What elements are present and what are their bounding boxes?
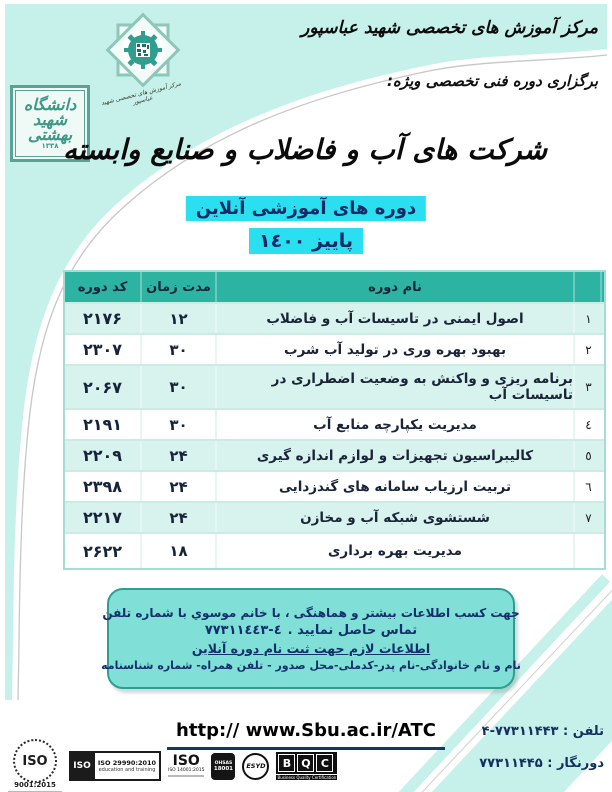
bqc-letter-q: Q (297, 754, 315, 772)
course-duration: ۲۴ (142, 441, 217, 470)
main-title: شرکت های آب و فاضلاب و صنایع وابسته (62, 133, 548, 166)
course-table: کد دوره مدت زمان نام دوره ۲۱۷۶ ۱۲ اصول ا… (63, 270, 606, 570)
course-code: ۲۱۷۶ (65, 304, 142, 333)
course-rownum: ۷ (585, 510, 592, 525)
course-rownum: ۱ (585, 311, 592, 326)
table-row: ۲۲۱۷ ۲۴ شستشوی شبکه آب و مخازن ۷ (65, 501, 604, 532)
contact-info-box: جهت کسب اطلاعات بیشتر و هماهنگی ، با خان… (101, 588, 521, 689)
corner-stripes (398, 574, 612, 792)
course-name: کالیبراسیون تجهیزات و لوازم اندازه گیری (217, 441, 575, 470)
course-rownum: ۳ (585, 380, 592, 394)
sub-title: برگزاری دوره فنی تخصصی ویژه: (386, 72, 598, 90)
website-url: http:// www.Sbu.ac.ir/ATC (176, 720, 436, 741)
bqc-letter-b: B (278, 754, 296, 772)
table-header-row: کد دوره مدت زمان نام دوره (65, 272, 604, 302)
iso-14001-caption: ISO 14001:2015 (168, 768, 205, 773)
seal-year: ۱۳۳۸ (41, 142, 59, 150)
course-code: ۲۲۰۹ (65, 441, 142, 470)
seal-line1: دانشگاه (23, 95, 77, 114)
phone-number: ۷۷۳۱۱۴۴۳-۴ (481, 724, 559, 739)
iso-29990-badge-icon: ISO (69, 751, 95, 781)
course-code: ۲۲۱۷ (65, 503, 142, 532)
course-name: برنامه ریزی و واکنش به وضعیت اضطراری در … (217, 366, 575, 408)
contact-line4: نام و نام خانوادگی-نام پدر-کدملی-محل صدو… (101, 658, 521, 672)
logo-serial-smudge (168, 775, 205, 777)
table-row: ۲۰۶۷ ۳۰ برنامه ریزی و واکنش به وضعیت اضط… (65, 364, 604, 408)
course-code: ۲۶۲۲ (65, 534, 142, 568)
header-name: نام دوره (217, 272, 575, 302)
course-name: مدیریت بهره برداری (217, 534, 575, 568)
contact-phone-number: ۷۷۳۱۱٤٤۳-٤ (204, 622, 282, 638)
ohsas-line1: OHSAS (214, 760, 233, 766)
header-rownum (575, 272, 602, 302)
course-duration: ۱۸ (142, 534, 217, 568)
fax-number: ۷۷۳۱۱۴۴۵ (479, 756, 543, 771)
university-seal: دانشگاه شهید بهشتی ۱۳۳۸ (10, 85, 90, 162)
mint-band-shape (5, 4, 607, 700)
course-code: ۲۱۹۱ (65, 410, 142, 439)
iso-14001-logo: ISO ISO 14001:2015 (168, 753, 205, 777)
contact-line3: اطلاعات لازم جهت ثبت نام دوره آنلاین (191, 640, 431, 656)
table-row: ۲۳۰۷ ۳۰ بهبود بهره وری در تولید آب شرب ۲ (65, 333, 604, 364)
course-name: بهبود بهره وری در تولید آب شرب (217, 335, 575, 364)
org-title: مرکز آموزش های تخصصی شهید عباسپور (301, 18, 598, 38)
table-row: ۲۱۹۱ ۳۰ مدیریت یکپارچه منابع آب ٤ (65, 408, 604, 439)
course-duration: ۳۰ (142, 410, 217, 439)
course-duration: ۱۲ (142, 304, 217, 333)
course-name: شستشوی شبکه آب و مخازن (217, 503, 575, 532)
bqc-letter-c: C (316, 754, 334, 772)
iso-9001-ring-icon: ISO (13, 739, 57, 783)
course-duration: ۲۴ (142, 503, 217, 532)
iso-29990-code: ISO 29990:2010 (97, 759, 157, 767)
ohsas-line2: 18001 (213, 765, 234, 772)
header-duration: مدت زمان (142, 272, 217, 302)
course-rownum: ٥ (585, 448, 592, 463)
course-code: ۲۳۹۸ (65, 472, 142, 501)
fax-label: دورنگار : (547, 756, 604, 771)
contact-line2: ۷۷۳۱۱٤٤۳-٤ تماس حاصل نمایید . (205, 623, 417, 638)
phone-label: تلفن : (563, 724, 604, 739)
header-code: کد دوره (65, 272, 142, 302)
fax-line: دورنگار : ۷۷۳۱۱۴۴۵ (452, 756, 604, 771)
course-code: ۲۳۰۷ (65, 335, 142, 364)
seal-line2: شهید (33, 110, 68, 129)
course-rownum: ٦ (585, 479, 592, 494)
highlight-season: پاییز ۱٤۰۰ (249, 228, 363, 254)
iso-14001-title: ISO (172, 753, 200, 769)
highlight-online-courses: دوره های آموزشی آنلاین (185, 196, 427, 221)
iso-9001-logo: ISO 9001:2015 (8, 739, 62, 792)
university-emblem-icon (105, 12, 181, 88)
bqc-logo: B Q C Business Quality Certification (276, 752, 338, 780)
course-name: تربیت ارزیاب سامانه های گندزدایی (217, 472, 575, 501)
course-duration: ۳۰ (142, 335, 217, 364)
table-row: ۲۲۰۹ ۲۴ کالیبراسیون تجهیزات و لوازم اندا… (65, 439, 604, 470)
ohsas-18001-logo: OHSAS 18001 (211, 752, 236, 780)
course-rownum: ٤ (585, 417, 592, 432)
contact-line1: جهت کسب اطلاعات بیشتر و هماهنگی ، با خان… (102, 605, 520, 620)
course-rownum (575, 534, 602, 568)
course-rownum: ۲ (585, 342, 592, 357)
curve-outline (17, 54, 608, 701)
iso-29990-logo: ISO ISO 29990:2010 education and trainin… (69, 751, 161, 781)
table-row: ۲۳۹۸ ۲۴ تربیت ارزیاب سامانه های گندزدایی… (65, 470, 604, 501)
contact-line2-text: تماس حاصل نمایید . (287, 622, 418, 638)
iso-9001-caption: 9001:2015 (14, 781, 56, 789)
table-row: ۲۱۷۶ ۱۲ اصول ایمنی در تاسیسات آب و فاضلا… (65, 302, 604, 333)
table-row: ۲۶۲۲ ۱۸ مدیریت بهره برداری (65, 532, 604, 568)
esyd-logo: ESYD (242, 752, 270, 780)
phone-block: تلفن : ۷۷۳۱۱۴۴۳-۴ دورنگار : ۷۷۳۱۱۴۴۵ (452, 724, 604, 788)
iso-29990-caption: education and training (98, 767, 156, 773)
bqc-caption: Business Quality Certification (276, 775, 338, 780)
url-underline (167, 747, 445, 750)
course-code: ۲۰۶۷ (65, 366, 142, 408)
certification-logos: ISO 9001:2015 ISO ISO 29990:2010 educati… (8, 739, 338, 792)
seal-line3: بهشتی (27, 125, 73, 144)
course-duration: ۳۰ (142, 366, 217, 408)
course-name: اصول ایمنی در تاسیسات آب و فاضلاب (217, 304, 575, 333)
course-name: مدیریت یکپارچه منابع آب (217, 410, 575, 439)
course-duration: ۲۴ (142, 472, 217, 501)
phone-line: تلفن : ۷۷۳۱۱۴۴۳-۴ (452, 724, 604, 739)
